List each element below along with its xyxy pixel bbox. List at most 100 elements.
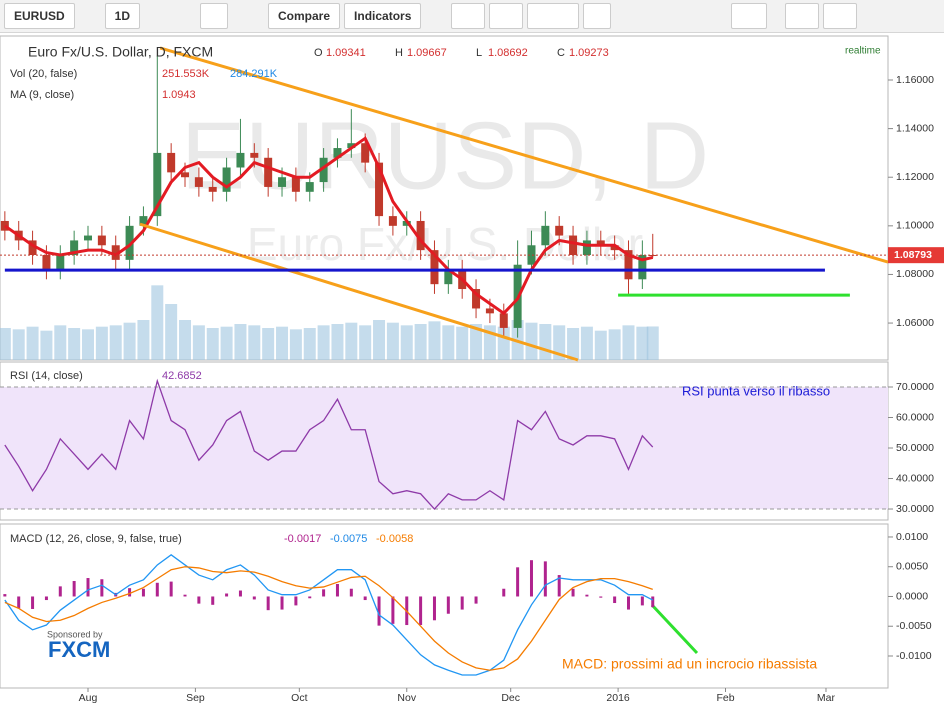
candle-body [28, 240, 37, 255]
undo-button[interactable] [527, 3, 580, 29]
fullscreen-button[interactable] [583, 3, 612, 29]
interval-button[interactable]: 1D [104, 3, 141, 29]
macd-histogram-bar [599, 596, 603, 598]
volume-bar [553, 325, 566, 360]
macd-histogram-bar [460, 596, 464, 610]
ohlc-label: H [395, 47, 403, 59]
y-tick-label: 1.10000 [896, 220, 934, 232]
annotation: MACD: prossimi ad un incrocio ribassista [562, 656, 817, 672]
volume-bar [262, 328, 275, 360]
publish-button[interactable] [823, 3, 858, 29]
y-tick-label: 60.0000 [896, 411, 934, 423]
macd-histogram-bar [197, 596, 201, 604]
candle-body [97, 235, 106, 246]
macd-histogram-bar [100, 579, 104, 597]
idea-button[interactable] [489, 3, 524, 29]
candle-body [388, 216, 397, 226]
volume-bar [276, 326, 289, 360]
macd-histogram-bar [363, 596, 367, 601]
legend-value: 251.553K [162, 68, 210, 80]
annotation-arrow [650, 603, 699, 655]
volume-bar [636, 326, 649, 360]
volume-bar [622, 325, 635, 360]
legend-text: Vol (20, false) [10, 68, 77, 80]
volume-bar [456, 326, 469, 360]
macd-histogram-bar [294, 596, 298, 606]
ohlc-label: O [314, 47, 323, 59]
y-tick-label: 50.0000 [896, 442, 934, 454]
macd-histogram-bar [58, 586, 62, 597]
volume-bar [82, 329, 95, 360]
macd-histogram-bar [571, 588, 575, 597]
macd-histogram-bar [474, 596, 478, 604]
macd-histogram-bar [128, 588, 132, 597]
volume-bar [54, 325, 67, 360]
candle-body [181, 172, 190, 178]
save-button[interactable] [785, 3, 820, 29]
volume-bar [12, 329, 25, 360]
volume-bar [594, 330, 607, 360]
macd-histogram-bar [31, 596, 35, 609]
sponsor-logo: FXCM [48, 637, 110, 662]
macd-histogram-bar [225, 593, 229, 597]
macd-histogram-bar [543, 561, 547, 597]
candle-body [305, 182, 314, 192]
macd-histogram-bar [640, 596, 644, 606]
volume-bar [68, 328, 81, 360]
candle-body [638, 254, 647, 280]
candle-body [499, 313, 508, 328]
volume-bar [192, 325, 205, 360]
volume-bar [248, 325, 261, 360]
candle-body [291, 177, 300, 192]
volume-bar [331, 324, 344, 360]
candle-body [582, 240, 591, 255]
chart-style-button[interactable] [200, 3, 229, 29]
candle-body [430, 250, 439, 285]
x-tick-label: Sep [186, 692, 205, 704]
volume-bar [303, 328, 316, 360]
candle-body [0, 220, 9, 231]
y-tick-label: 1.06000 [896, 317, 934, 329]
candle-body [485, 308, 494, 314]
macd-histogram-bar [308, 596, 312, 599]
legend-value: 42.6852 [162, 370, 202, 382]
compare-button[interactable]: Compare [268, 3, 341, 29]
indicators-button[interactable]: Indicators [344, 3, 422, 29]
x-tick-label: 2016 [606, 692, 630, 704]
volume-bar [206, 328, 219, 360]
candle-body [319, 157, 328, 183]
macd-histogram-bar [613, 596, 617, 604]
y-tick-label: 0.0050 [896, 561, 928, 573]
volume-bar [220, 326, 233, 360]
watermark: EURUSD, D [181, 102, 709, 209]
macd-histogram-bar [266, 596, 270, 611]
macd-histogram-bar [211, 596, 215, 605]
ohlc-value: 1.09667 [407, 47, 447, 59]
macd-histogram-bar [141, 588, 145, 597]
macd-histogram-bar [516, 567, 520, 597]
volume-bar [386, 322, 399, 360]
macd-histogram-bar [626, 596, 630, 610]
macd-histogram-bar [419, 596, 423, 626]
volume-bar [608, 329, 621, 360]
alert-button[interactable] [451, 3, 486, 29]
volume-bar [428, 321, 441, 360]
volume-bar [95, 326, 108, 360]
candle-body [361, 143, 370, 163]
last-price-tag [888, 247, 944, 264]
y-tick-label: 0.0000 [896, 590, 928, 602]
toolbar: EURUSD 1D Compare Indicators [0, 0, 944, 33]
candle-body [264, 157, 273, 187]
candle-body [444, 269, 453, 285]
y-tick-label: -0.0050 [896, 620, 932, 632]
trend-line [139, 222, 579, 362]
symbol-button[interactable]: EURUSD [4, 3, 75, 29]
volume-bar [525, 322, 538, 360]
macd-line [4, 554, 654, 676]
volume-bar [123, 322, 136, 360]
volume-bar [359, 325, 372, 360]
settings-button[interactable] [731, 3, 768, 29]
volume-bar [151, 285, 164, 360]
macd-histogram-bar [280, 596, 284, 610]
macd-histogram-bar [322, 589, 326, 597]
